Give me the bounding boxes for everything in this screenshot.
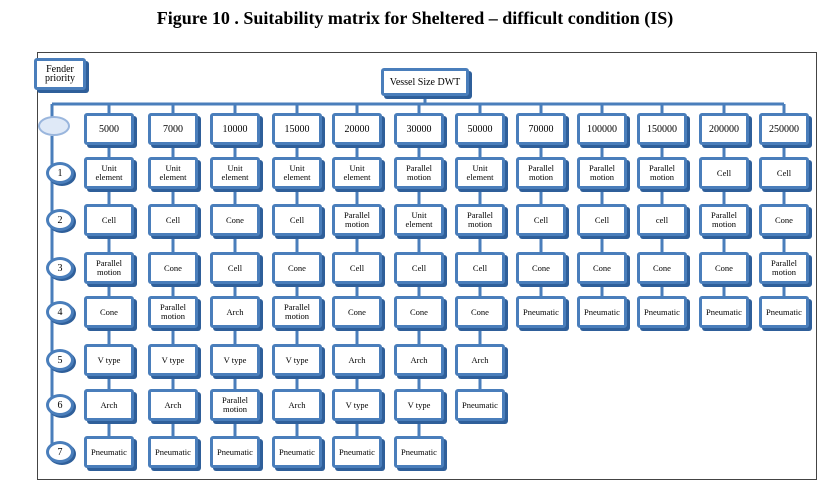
fender-cell: V type <box>272 344 322 376</box>
fender-cell: Cone <box>455 296 505 328</box>
fender-cell: Cell <box>272 204 322 236</box>
fender-cell: Parallel motion <box>455 204 505 236</box>
fender-cell: Parallel motion <box>577 157 627 189</box>
fender-cell: Parallel motion <box>759 252 809 284</box>
fender-cell: Pneumatic <box>577 296 627 328</box>
fender-cell: Cone <box>148 252 198 284</box>
fender-cell: Pneumatic <box>148 436 198 468</box>
fender-cell: Unit element <box>210 157 260 189</box>
fender-cell: Arch <box>455 344 505 376</box>
fender-cell: Cell <box>699 157 749 189</box>
vessel-size-70000: 70000 <box>516 113 566 145</box>
fender-cell: Cell <box>516 204 566 236</box>
priority-rank-6: 6 <box>46 394 74 416</box>
fender-cell: cell <box>637 204 687 236</box>
fender-cell: Pneumatic <box>394 436 444 468</box>
fender-cell: Parallel motion <box>84 252 134 284</box>
fender-cell: Unit element <box>272 157 322 189</box>
fender-cell: Cell <box>455 252 505 284</box>
vessel-size-15000: 15000 <box>272 113 322 145</box>
fender-cell: Parallel motion <box>637 157 687 189</box>
fender-cell: Parallel motion <box>394 157 444 189</box>
fender-cell: Parallel motion <box>516 157 566 189</box>
priority-rank-2: 2 <box>46 209 74 231</box>
fender-cell: Arch <box>394 344 444 376</box>
fender-cell: Pneumatic <box>84 436 134 468</box>
diagram-frame <box>37 52 817 480</box>
vessel-size-150000: 150000 <box>637 113 687 145</box>
priority-rank-1: 1 <box>46 162 74 184</box>
fender-cell: Parallel motion <box>699 204 749 236</box>
fender-cell: Unit element <box>394 204 444 236</box>
vessel-size-10000: 10000 <box>210 113 260 145</box>
figure-title: Figure 10 . Suitability matrix for Shelt… <box>156 8 674 28</box>
fender-cell: Cone <box>577 252 627 284</box>
fender-cell: Cone <box>759 204 809 236</box>
fender-cell: Pneumatic <box>332 436 382 468</box>
fender-cell: Arch <box>84 389 134 421</box>
fender-cell: Unit element <box>332 157 382 189</box>
fender-cell: Pneumatic <box>637 296 687 328</box>
fender-cell: Cone <box>699 252 749 284</box>
fender-cell: Arch <box>272 389 322 421</box>
fender-cell: V type <box>394 389 444 421</box>
fender-cell: Parallel motion <box>148 296 198 328</box>
fender-cell: Cell <box>759 157 809 189</box>
vessel-size-30000: 30000 <box>394 113 444 145</box>
priority-rank-5: 5 <box>46 349 74 371</box>
fender-cell: Cell <box>84 204 134 236</box>
fender-cell: V type <box>332 389 382 421</box>
fender-cell: Pneumatic <box>699 296 749 328</box>
fender-cell: Parallel motion <box>272 296 322 328</box>
vessel-size-20000: 20000 <box>332 113 382 145</box>
priority-rank-4: 4 <box>46 301 74 323</box>
fender-cell: Unit element <box>148 157 198 189</box>
fender-cell: Cell <box>332 252 382 284</box>
fender-cell: Cell <box>210 252 260 284</box>
fender-cell: Arch <box>210 296 260 328</box>
priority-rank-7: 7 <box>46 441 74 463</box>
fender-cell: Unit element <box>455 157 505 189</box>
fender-cell: Cell <box>394 252 444 284</box>
vessel-size-50000: 50000 <box>455 113 505 145</box>
fender-cell: Cone <box>637 252 687 284</box>
fender-cell: Pneumatic <box>455 389 505 421</box>
fender-cell: Cell <box>577 204 627 236</box>
fender-cell: Pneumatic <box>759 296 809 328</box>
fender-cell: Parallel motion <box>210 389 260 421</box>
fender-cell: V type <box>84 344 134 376</box>
fender-cell: Cone <box>210 204 260 236</box>
fender-cell: Cone <box>394 296 444 328</box>
fender-cell: Unit element <box>84 157 134 189</box>
fender-priority-header: Fender priority <box>34 58 86 90</box>
fender-cell: V type <box>210 344 260 376</box>
vessel-size-7000: 7000 <box>148 113 198 145</box>
fender-cell: Cell <box>148 204 198 236</box>
vessel-size-100000: 100000 <box>577 113 627 145</box>
fender-cell: Pneumatic <box>272 436 322 468</box>
fender-cell: Cone <box>516 252 566 284</box>
vessel-size-250000: 250000 <box>759 113 809 145</box>
fender-cell: Cone <box>84 296 134 328</box>
corner-pill <box>38 116 70 136</box>
fender-cell: Arch <box>332 344 382 376</box>
fender-cell: Parallel motion <box>332 204 382 236</box>
fender-cell: Cone <box>272 252 322 284</box>
fender-cell: Pneumatic <box>516 296 566 328</box>
vessel-size-header: Vessel Size DWT <box>381 68 469 96</box>
vessel-size-5000: 5000 <box>84 113 134 145</box>
vessel-size-200000: 200000 <box>699 113 749 145</box>
fender-cell: Pneumatic <box>210 436 260 468</box>
fender-cell: Cone <box>332 296 382 328</box>
priority-rank-3: 3 <box>46 257 74 279</box>
fender-cell: Arch <box>148 389 198 421</box>
fender-cell: V type <box>148 344 198 376</box>
